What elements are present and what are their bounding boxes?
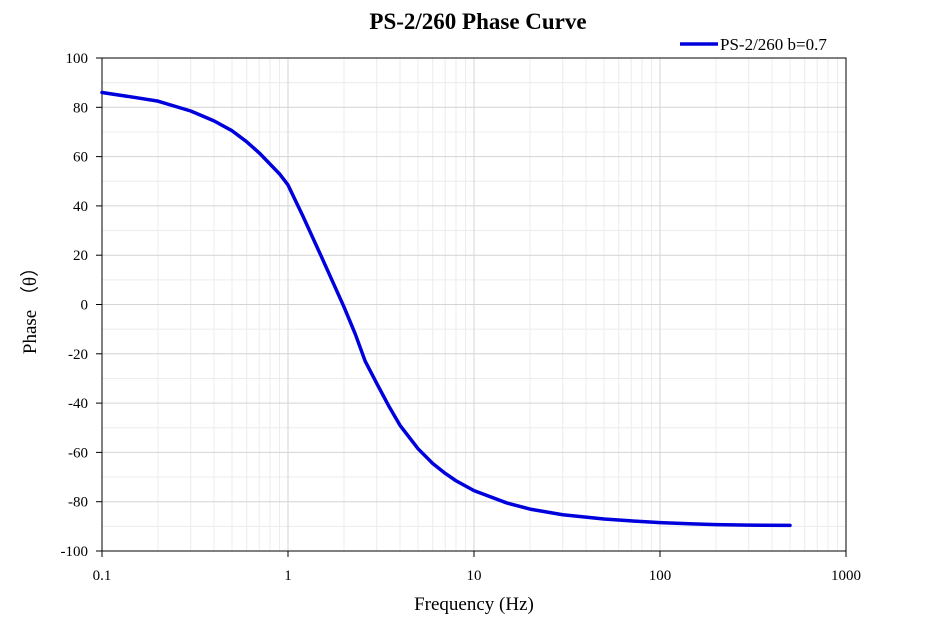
y-tick-label: -20 [68,347,88,363]
y-tick-label: -40 [68,396,88,412]
y-axis-label: Phase （θ） [19,258,41,354]
x-tick-label: 10 [467,568,482,584]
series-line [100,90,792,528]
y-tick-label: 20 [73,248,88,264]
x-tick-label: 1 [284,568,292,584]
y-tick-label: 100 [66,51,89,67]
x-tick-label: 1000 [831,568,861,584]
x-axis-label: Frequency (Hz) [414,594,534,615]
legend-label: PS-2/260 b=0.7 [720,35,827,54]
x-tick-label: 100 [649,568,672,584]
legend: PS-2/260 b=0.7 [680,35,827,54]
axis-ticks [96,57,847,557]
y-tick-label: 0 [81,298,89,314]
y-tick-label: 40 [73,199,88,215]
y-tick-label: -60 [68,445,88,461]
y-axis-tick-labels: 100 80 60 40 20 0 -20 -40 -60 -80 -100 [61,51,89,560]
series-layer [100,90,792,528]
x-tick-label: 0.1 [93,568,112,584]
y-tick-label: 80 [73,100,88,116]
y-tick-label: 60 [73,150,88,166]
y-tick-label: -80 [68,495,88,511]
y-tick-label: -100 [61,544,89,560]
x-axis-tick-labels: 0.1 1 10 100 1000 [93,568,861,584]
chart-title: PS-2/260 Phase Curve [369,9,586,34]
